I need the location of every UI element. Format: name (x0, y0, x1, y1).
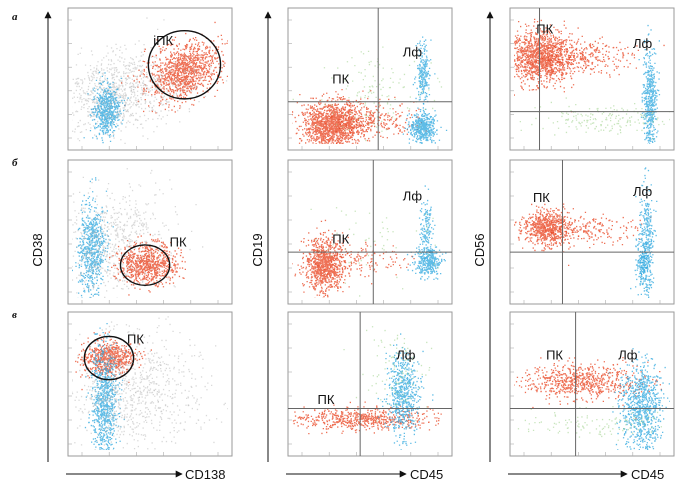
event-dots (514, 348, 670, 450)
cluster-lymph (418, 185, 436, 259)
x-axis-label-col1: CD138 (185, 467, 225, 482)
panel-b-3: ПК Лф (509, 159, 675, 305)
panel-b-2: ПК Лф (287, 159, 453, 305)
population-label: Лф (403, 44, 423, 59)
gate-ellipse (119, 244, 171, 286)
cluster-lymph (84, 323, 127, 450)
cluster-lymph (83, 71, 129, 144)
panel-v-3: ПК Лф (509, 311, 675, 457)
panel-v-2: ПК Лф (287, 311, 453, 457)
cluster-lymph (406, 239, 447, 281)
cluster-plasma (292, 89, 397, 144)
cluster-lymph (638, 24, 661, 144)
population-label: Лф (633, 36, 653, 51)
cluster-plasma (294, 219, 361, 298)
population-label: Лф (618, 348, 638, 363)
population-label: iПК (153, 33, 173, 48)
gate-ellipse (83, 335, 135, 381)
panel-a-1: iПК (67, 7, 233, 151)
cluster-green (343, 326, 433, 422)
cluster-other (72, 17, 199, 144)
population-label: ПК (170, 234, 187, 249)
cluster-lymph (377, 333, 434, 450)
population-label: ПК (127, 332, 144, 347)
event-dots (514, 18, 670, 144)
gate-ellipse (147, 30, 222, 100)
cluster-plasma (514, 357, 662, 420)
cluster-plasma (109, 234, 186, 296)
y-axis-label-col2: CD19 (250, 233, 265, 266)
population-label: ПК (536, 22, 553, 37)
row-label-v: в (12, 309, 17, 321)
row-label-b: б (12, 157, 18, 169)
cluster-plasma (514, 18, 595, 113)
panel-a-2: ПК Лф (287, 7, 453, 151)
population-label: ПК (332, 71, 349, 86)
row-label-a: а (12, 11, 18, 23)
cluster-plasma (292, 241, 415, 285)
cluster-lymph (608, 348, 670, 450)
cluster-lymph (402, 103, 448, 144)
event-dots (72, 316, 228, 450)
cluster-plasma (516, 35, 665, 78)
event-dots (72, 168, 204, 298)
x-axis-label-col3: CD45 (631, 467, 664, 482)
x-axis-label-col2: CD45 (410, 467, 443, 482)
event-dots (72, 17, 228, 144)
population-label: ПК (546, 348, 563, 363)
cluster-lymph (412, 36, 436, 125)
population-label: ПК (533, 190, 550, 205)
panel-frame (67, 159, 233, 305)
cluster-lymph (72, 177, 114, 298)
cluster-plasma (121, 21, 228, 114)
cluster-lymph (635, 167, 658, 298)
population-label: Лф (396, 348, 416, 363)
panel-a-3: ПК Лф (509, 7, 675, 151)
population-label: ПК (332, 232, 349, 247)
panel-frame (67, 7, 233, 151)
cluster-other (77, 47, 228, 144)
panel-b-1: ПК (67, 159, 233, 305)
panel-frame (509, 311, 675, 457)
cluster-plasma (314, 90, 427, 144)
scatter-panels: iПК ПК Лф ПК Лф ПК ПК Лф ПК Лф ПК ПК Лф ПК Лф (67, 7, 675, 457)
event-dots (292, 36, 448, 144)
panel-frame (287, 311, 453, 457)
y-axis-label-col3: CD56 (472, 233, 487, 266)
panel-v-1: ПК (67, 311, 233, 457)
cluster-green (519, 97, 670, 140)
cluster-plasma (72, 331, 152, 391)
population-label: ПК (318, 392, 335, 407)
population-label: Лф (403, 188, 423, 203)
population-label: Лф (633, 184, 653, 199)
cluster-plasma (292, 401, 442, 435)
event-dots (292, 326, 442, 450)
y-axis-label-col1: CD38 (30, 233, 45, 266)
event-dots (292, 185, 447, 298)
